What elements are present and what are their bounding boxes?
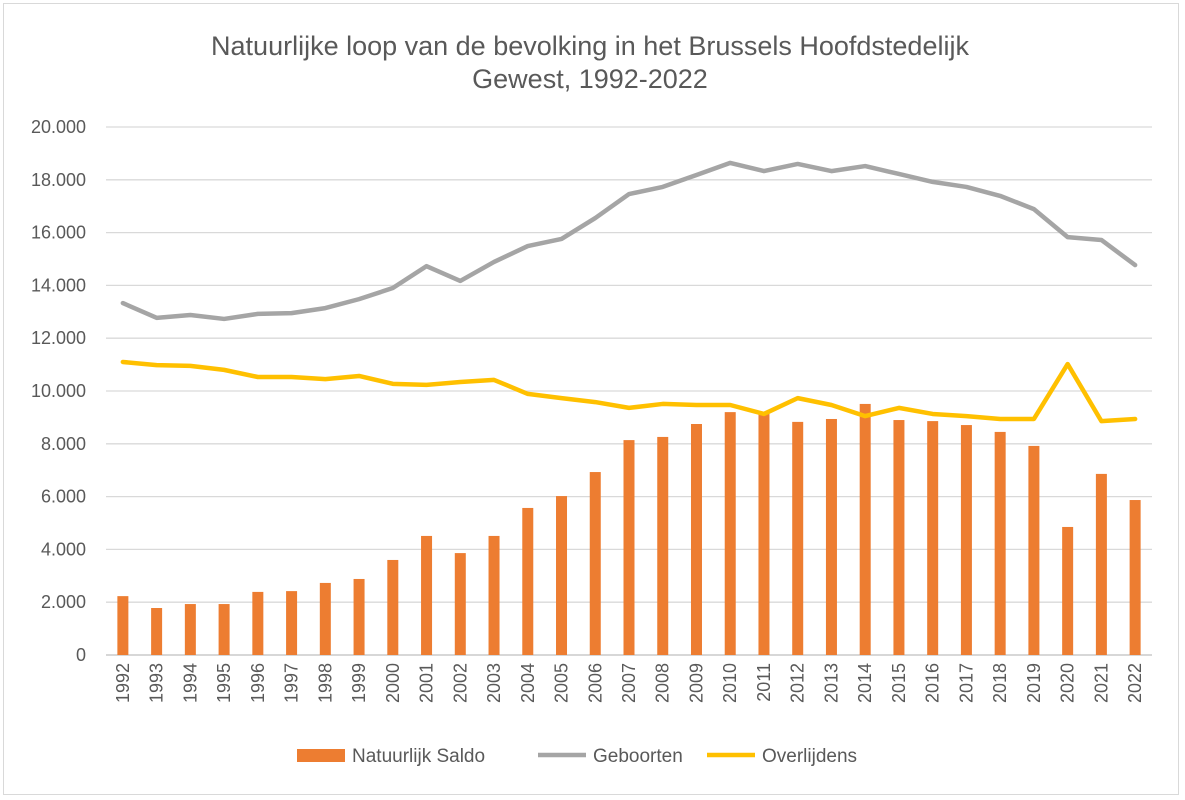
bar-2005 bbox=[556, 496, 568, 655]
x-tick-label: 2017 bbox=[956, 663, 976, 703]
y-tick-label: 16.000 bbox=[31, 223, 86, 243]
y-tick-label: 18.000 bbox=[31, 170, 86, 190]
x-tick-label: 2012 bbox=[788, 663, 808, 703]
x-tick-label: 2016 bbox=[923, 663, 943, 703]
bar-1993 bbox=[151, 608, 163, 655]
x-tick-label: 2022 bbox=[1125, 663, 1145, 703]
bar-2020 bbox=[1062, 526, 1074, 655]
bar-2017 bbox=[960, 425, 972, 655]
chart-title-line-1: Natuurlijke loop van de bevolking in het… bbox=[211, 31, 969, 61]
chart-title-line-2: Gewest, 1992-2022 bbox=[472, 64, 708, 94]
x-tick-label: 2010 bbox=[720, 663, 740, 703]
x-tick-label: 2006 bbox=[585, 663, 605, 703]
x-tick-label: 2014 bbox=[855, 663, 875, 703]
x-tick-label: 2011 bbox=[754, 663, 774, 702]
bar-2016 bbox=[927, 421, 939, 655]
bar-2001 bbox=[421, 535, 433, 655]
x-tick-label: 2019 bbox=[1024, 663, 1044, 703]
x-tick-label: 1994 bbox=[180, 663, 200, 703]
bar-2008 bbox=[657, 436, 669, 655]
bar-2014 bbox=[859, 403, 871, 655]
x-tick-label: 2020 bbox=[1058, 663, 1078, 703]
x-tick-label: 2021 bbox=[1091, 663, 1111, 703]
x-tick-label: 2005 bbox=[552, 663, 572, 703]
chart-frame bbox=[3, 3, 1179, 795]
bar-1994 bbox=[184, 604, 196, 655]
bar-2022 bbox=[1129, 500, 1141, 655]
x-tick-label: 2013 bbox=[821, 663, 841, 703]
bar-2000 bbox=[387, 559, 399, 655]
y-tick-label: 12.000 bbox=[31, 328, 86, 348]
y-tick-label: 2.000 bbox=[41, 592, 86, 612]
x-tick-label: 1998 bbox=[315, 663, 335, 703]
x-tick-label: 2008 bbox=[653, 663, 673, 703]
line-geboorten bbox=[120, 160, 1138, 322]
bar-2018 bbox=[994, 431, 1006, 655]
x-tick-label: 1993 bbox=[147, 663, 167, 703]
x-tick-label: 1992 bbox=[113, 663, 133, 703]
y-tick-label: 20.000 bbox=[31, 117, 86, 137]
y-tick-label: 4.000 bbox=[41, 539, 86, 559]
legend-swatch-bar bbox=[297, 749, 345, 762]
x-tick-label: 1999 bbox=[349, 663, 369, 703]
bar-2010 bbox=[724, 412, 736, 655]
x-tick-label: 1995 bbox=[214, 663, 234, 703]
x-tick-label: 2000 bbox=[383, 663, 403, 703]
bar-1998 bbox=[319, 582, 331, 655]
x-tick-label: 2002 bbox=[450, 663, 470, 703]
y-tick-label: 0 bbox=[76, 645, 86, 665]
y-tick-label: 14.000 bbox=[31, 275, 86, 295]
legend-label: Natuurlijk Saldo bbox=[352, 746, 485, 767]
x-tick-label: 1996 bbox=[248, 663, 268, 703]
bar-1995 bbox=[218, 604, 230, 655]
bar-2009 bbox=[690, 424, 702, 655]
bar-2006 bbox=[589, 472, 601, 655]
bar-2021 bbox=[1095, 473, 1107, 655]
y-tick-label: 8.000 bbox=[41, 434, 86, 454]
x-tick-label: 2004 bbox=[518, 663, 538, 703]
bar-2012 bbox=[792, 421, 804, 655]
bar-1999 bbox=[353, 578, 365, 655]
bar-2015 bbox=[893, 420, 905, 655]
y-tick-label: 6.000 bbox=[41, 487, 86, 507]
bar-2011 bbox=[758, 413, 770, 655]
x-tick-label: 1997 bbox=[282, 663, 302, 703]
x-tick-label: 2009 bbox=[686, 663, 706, 703]
y-tick-label: 10.000 bbox=[31, 381, 86, 401]
bar-2013 bbox=[825, 418, 837, 655]
x-tick-label: 2003 bbox=[484, 663, 504, 703]
bar-2007 bbox=[623, 440, 635, 655]
x-tick-label: 2001 bbox=[417, 663, 437, 703]
bar-2002 bbox=[454, 553, 466, 655]
x-tick-label: 2018 bbox=[990, 663, 1010, 703]
x-tick-label: 2007 bbox=[619, 663, 639, 703]
bar-1997 bbox=[286, 591, 298, 655]
bar-1992 bbox=[117, 596, 129, 655]
legend-label: Geboorten bbox=[593, 746, 683, 767]
x-tick-label: 2015 bbox=[889, 663, 909, 703]
bar-1996 bbox=[252, 591, 264, 655]
legend-label: Overlijdens bbox=[762, 746, 857, 767]
bar-2003 bbox=[488, 535, 500, 655]
bar-2004 bbox=[522, 507, 534, 655]
bar-2019 bbox=[1028, 445, 1040, 655]
